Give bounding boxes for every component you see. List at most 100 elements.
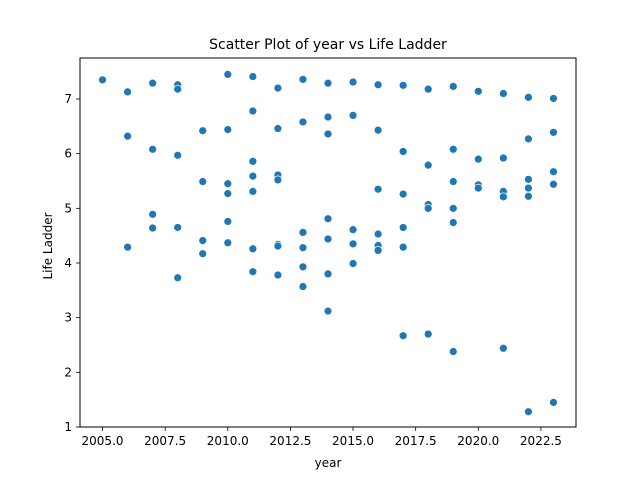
x-tick-label: 2022.5 xyxy=(520,434,562,448)
data-point xyxy=(498,192,508,202)
data-point xyxy=(524,174,533,184)
data-point xyxy=(549,127,558,137)
x-tick-label: 2020.0 xyxy=(457,434,499,448)
data-point xyxy=(148,209,158,219)
data-point xyxy=(248,72,258,81)
data-point xyxy=(148,223,158,233)
data-point xyxy=(223,238,233,248)
x-tick-label: 2017.5 xyxy=(395,434,437,448)
data-point xyxy=(348,77,358,87)
data-point xyxy=(323,78,333,88)
data-point xyxy=(323,269,333,279)
data-point xyxy=(198,249,208,259)
data-point xyxy=(423,203,433,213)
data-point xyxy=(549,179,558,189)
points-layer xyxy=(98,70,558,417)
data-point xyxy=(223,70,233,79)
data-point xyxy=(323,214,333,224)
data-point xyxy=(248,187,258,196)
data-point xyxy=(498,89,508,98)
data-point xyxy=(323,129,333,139)
data-point xyxy=(248,106,258,116)
y-tick-label: 3 xyxy=(64,311,72,325)
x-tick-label: 2012.5 xyxy=(269,434,311,448)
y-tick-label: 5 xyxy=(64,201,72,215)
data-point xyxy=(549,94,558,103)
data-point xyxy=(98,75,107,85)
data-point xyxy=(298,262,308,272)
data-point xyxy=(273,83,283,93)
y-axis-label: Life Ladder xyxy=(41,212,55,279)
data-point xyxy=(498,343,508,353)
data-point xyxy=(198,236,208,245)
data-point xyxy=(398,331,408,341)
data-point xyxy=(348,239,358,249)
data-point xyxy=(448,144,458,154)
data-point xyxy=(148,144,158,154)
data-point xyxy=(173,273,183,283)
y-tick-label: 2 xyxy=(64,365,72,379)
data-point xyxy=(448,82,458,91)
data-point xyxy=(348,259,358,268)
x-ticks: 2005.0 2007.5 2010.0 2012.5 2015.0 2017.5 2020… xyxy=(82,427,562,448)
data-point xyxy=(549,167,558,177)
data-point xyxy=(398,147,408,156)
data-point xyxy=(498,153,508,163)
y-tick-label: 1 xyxy=(64,420,72,434)
data-point xyxy=(123,87,132,97)
data-point xyxy=(248,171,258,181)
data-point xyxy=(298,74,308,84)
data-point xyxy=(348,111,358,120)
data-point xyxy=(524,134,533,144)
data-point xyxy=(524,191,533,201)
data-point xyxy=(123,131,132,141)
data-point xyxy=(298,117,308,127)
data-point xyxy=(298,282,308,291)
y-ticks: 1 2 3 4 5 6 7 xyxy=(64,92,80,434)
plot-frame xyxy=(79,57,577,428)
data-point xyxy=(223,179,233,189)
data-point xyxy=(373,246,383,255)
data-point xyxy=(148,78,158,88)
data-point xyxy=(398,223,408,232)
y-tick-label: 7 xyxy=(64,92,72,106)
data-point xyxy=(448,347,458,356)
data-point xyxy=(549,398,558,407)
data-point xyxy=(373,125,383,135)
data-point xyxy=(273,175,283,185)
data-point xyxy=(348,225,358,235)
data-point xyxy=(173,150,183,160)
data-point xyxy=(248,156,258,166)
data-point xyxy=(198,126,208,136)
chart-title: Scatter Plot of year vs Life Ladder xyxy=(209,37,447,53)
y-tick-label: 4 xyxy=(64,256,72,270)
data-point xyxy=(123,242,132,252)
data-point xyxy=(248,244,258,254)
data-point xyxy=(524,183,533,193)
x-axis-label: year xyxy=(315,456,342,470)
data-point xyxy=(323,306,333,316)
data-point xyxy=(223,217,233,226)
data-point xyxy=(298,243,308,253)
data-point xyxy=(273,270,283,280)
data-point xyxy=(173,223,183,232)
data-point xyxy=(423,329,433,339)
data-point xyxy=(448,177,458,186)
x-tick-label: 2015.0 xyxy=(332,434,374,448)
data-point xyxy=(223,189,233,198)
data-point xyxy=(448,203,458,213)
data-point xyxy=(524,92,533,102)
data-point xyxy=(273,124,283,133)
data-point xyxy=(248,267,258,277)
x-tick-label: 2010.0 xyxy=(207,434,249,448)
data-point xyxy=(173,84,183,94)
data-point xyxy=(323,112,333,122)
data-point xyxy=(398,189,408,199)
data-point xyxy=(223,125,233,134)
data-point xyxy=(273,241,283,251)
data-point xyxy=(448,218,458,227)
data-point xyxy=(198,177,208,186)
